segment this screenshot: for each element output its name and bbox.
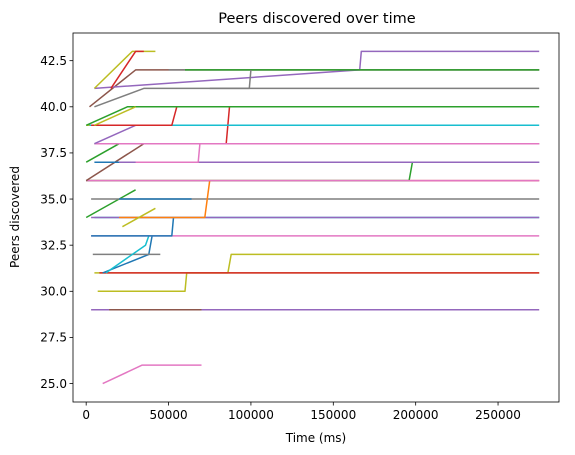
series-line-peer-30 — [94, 124, 136, 145]
series-line-peer-42 — [110, 50, 144, 89]
x-tick-label: 250000 — [475, 408, 521, 422]
series-line-peer-24 — [85, 143, 120, 163]
series-line-peer-43 — [209, 69, 252, 90]
series-line-peer-09 — [105, 235, 150, 274]
y-tick-label: 42.5 — [40, 54, 67, 68]
series-line-peer-38 — [94, 50, 540, 90]
y-axis: 25.0 27.5 30.0 32.5 35.0 37.5 40.0 42.5 — [40, 54, 73, 391]
y-tick-label: 30.0 — [40, 285, 67, 299]
series-line-peer-26 — [135, 143, 201, 163]
series-line-peer-11 — [91, 217, 175, 237]
y-tick-label: 35.0 — [40, 192, 67, 206]
x-axis: 0 50000 100000 150000 200000 250000 — [82, 402, 521, 422]
series-line-peer-17 — [119, 180, 211, 219]
plot-area — [85, 50, 540, 385]
x-tick-label: 150000 — [310, 408, 356, 422]
series-line-peer-14 — [85, 189, 136, 219]
x-axis-label: Time (ms) — [285, 431, 347, 445]
y-tick-label: 25.0 — [40, 377, 67, 391]
y-tick-label: 37.5 — [40, 146, 67, 160]
chart-title: Peers discovered over time — [218, 11, 415, 27]
y-axis-label: Peers discovered — [8, 166, 22, 268]
plot-frame — [72, 32, 560, 403]
series-line-peer-33 — [91, 106, 178, 127]
series-line-peer-41 — [93, 50, 156, 89]
y-tick-label: 40.0 — [40, 100, 67, 114]
x-tick-label: 100000 — [228, 408, 274, 422]
series-group — [85, 50, 540, 385]
y-tick-label: 27.5 — [40, 331, 67, 345]
series-line-peer-18 — [122, 207, 156, 228]
x-tick-label: 0 — [82, 408, 90, 422]
x-tick-label: 50000 — [149, 408, 187, 422]
series-line-peer-34 — [85, 106, 540, 126]
series-line-peer-01 — [102, 364, 202, 385]
x-tick-label: 200000 — [393, 408, 439, 422]
y-tick-label: 32.5 — [40, 238, 67, 252]
series-line-peer-37 — [94, 87, 540, 108]
series-line-peer-35 — [94, 106, 136, 126]
